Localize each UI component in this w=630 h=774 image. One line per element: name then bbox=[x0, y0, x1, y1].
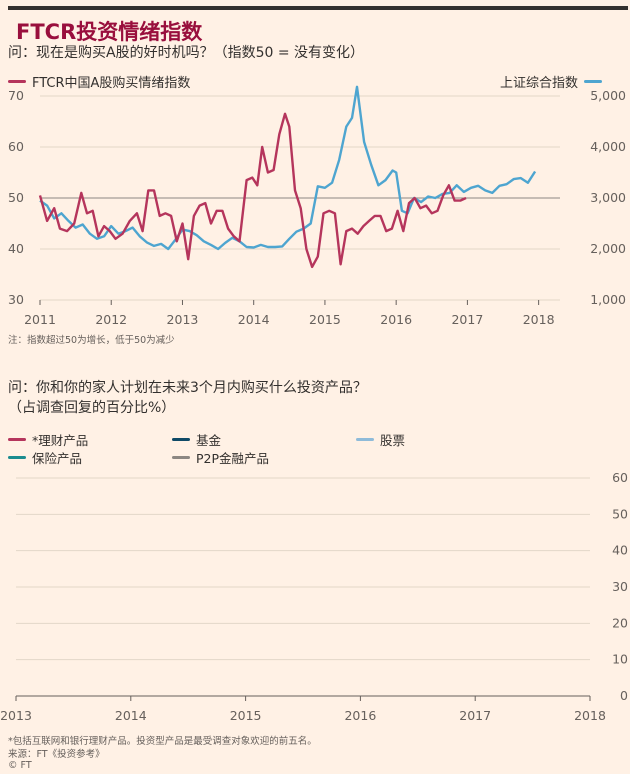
legend-p2p: P2P金融产品 bbox=[172, 448, 269, 467]
ftcr-line bbox=[38, 112, 467, 269]
legend-label-insurance: 保险产品 bbox=[32, 451, 83, 466]
chart-title: FTCR投资情绪指数 bbox=[16, 20, 203, 44]
x-axis-tick-2: 2018 bbox=[574, 708, 606, 723]
question-2-line-1: 问：你和你的家人计划在未来3个月内购买什么投资产品？ bbox=[8, 380, 367, 396]
left-axis-tick: 50 bbox=[8, 190, 24, 205]
legend-wealth: *理财产品 bbox=[8, 430, 88, 449]
legend-swatch-shci bbox=[584, 80, 603, 83]
y-axis-tick-2: 50 bbox=[612, 506, 628, 521]
source: 来源：FT《投资参考》 bbox=[8, 749, 105, 760]
y-axis-tick-2: 20 bbox=[612, 615, 628, 630]
x-axis-tick: 2018 bbox=[523, 312, 555, 327]
x-axis-tick-2: 2015 bbox=[230, 708, 262, 723]
legend-label-shci: 上证综合指数 bbox=[500, 76, 579, 91]
legend-swatch-stock bbox=[356, 438, 374, 441]
left-axis-tick: 30 bbox=[8, 292, 24, 307]
x-axis-tick-2: 2016 bbox=[344, 708, 376, 723]
left-axis-tick: 40 bbox=[8, 241, 24, 256]
legend-swatch-fund bbox=[172, 438, 190, 441]
y-axis-tick-2: 40 bbox=[612, 543, 628, 558]
y-axis-tick-2: 30 bbox=[612, 579, 628, 594]
legend-ftcr: FTCR中国A股购买情绪指数 bbox=[8, 72, 190, 91]
x-axis-tick: 2014 bbox=[238, 312, 270, 327]
note-1: 注：指数超过50为增长，低于50为减少 bbox=[8, 335, 175, 346]
x-axis-tick: 2012 bbox=[95, 312, 127, 327]
legend-shci: 上证综合指数 bbox=[500, 72, 603, 91]
legend-swatch-ftcr bbox=[8, 80, 26, 83]
credit: © FT bbox=[8, 760, 32, 771]
legend-swatch-insurance bbox=[8, 456, 26, 459]
x-axis-tick-2: 2013 bbox=[0, 708, 32, 723]
title-bar: FTCR投资情绪指数 bbox=[8, 6, 628, 44]
right-axis-tick: 2,000 bbox=[590, 241, 626, 256]
x-axis-tick: 2015 bbox=[309, 312, 341, 327]
legend-fund: 基金 bbox=[172, 430, 221, 449]
y-axis-tick-2: 60 bbox=[612, 470, 628, 485]
question-1: 问：现在是购买A股的好时机吗？（指数50 = 没有变化） bbox=[8, 45, 365, 61]
legend-swatch-wealth bbox=[8, 438, 26, 441]
right-axis-tick: 1,000 bbox=[590, 292, 626, 307]
right-axis-tick: 3,000 bbox=[590, 190, 626, 205]
y-axis-tick-2: 0 bbox=[620, 688, 628, 703]
left-axis-tick: 60 bbox=[8, 139, 24, 154]
right-axis-tick: 4,000 bbox=[590, 139, 626, 154]
shci-line bbox=[39, 85, 537, 251]
legend-label-wealth: *理财产品 bbox=[32, 433, 89, 448]
footnote: *包括互联网和银行理财产品。投资型产品是最受调查对象欢迎的前五名。 bbox=[8, 736, 317, 747]
x-axis-tick: 2016 bbox=[380, 312, 412, 327]
legend-stock: 股票 bbox=[356, 430, 405, 449]
x-axis-tick: 2011 bbox=[24, 312, 56, 327]
x-axis-tick-2: 2017 bbox=[459, 708, 491, 723]
legend-label-fund: 基金 bbox=[196, 433, 222, 448]
question-2-line-2: （占调查回复的百分比%） bbox=[8, 400, 176, 416]
legend-label-p2p: P2P金融产品 bbox=[196, 451, 270, 466]
legend-label-stock: 股票 bbox=[380, 433, 406, 448]
title-rule bbox=[8, 6, 628, 10]
x-axis-tick-2: 2014 bbox=[115, 708, 147, 723]
y-axis-tick-2: 10 bbox=[612, 652, 628, 667]
legend-label-ftcr: FTCR中国A股购买情绪指数 bbox=[32, 76, 191, 91]
x-axis-tick: 2013 bbox=[167, 312, 199, 327]
legend-insurance: 保险产品 bbox=[8, 448, 82, 467]
legend-swatch-p2p bbox=[172, 456, 190, 459]
question-2: 问：你和你的家人计划在未来3个月内购买什么投资产品？ （占调查回复的百分比%） bbox=[8, 378, 367, 418]
x-axis-tick: 2017 bbox=[451, 312, 483, 327]
